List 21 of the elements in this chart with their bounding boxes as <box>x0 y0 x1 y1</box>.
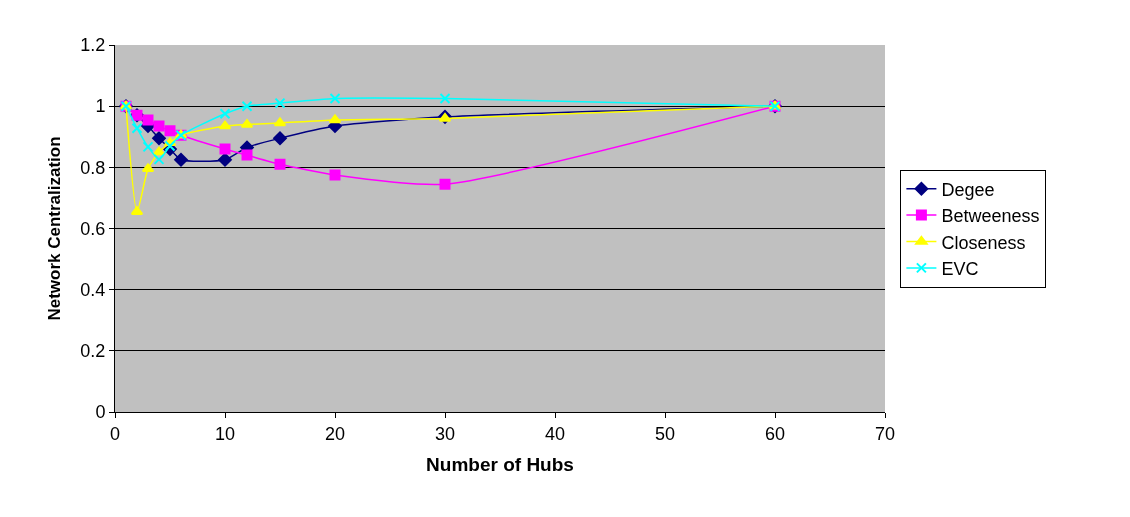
x-tick-label: 0 <box>109 423 121 444</box>
legend-label: EVC <box>941 258 979 279</box>
legend-label: Betweeness <box>941 206 1040 227</box>
x-tick-label: 20 <box>324 423 346 444</box>
legend-label: Closeness <box>941 232 1026 253</box>
y-tick-label: 1.2 <box>80 35 106 56</box>
y-tick-label: 0.4 <box>80 279 106 300</box>
y-tick-label: 0 <box>95 402 106 423</box>
x-tick-label: 10 <box>214 423 236 444</box>
x-tick-label: 60 <box>764 423 786 444</box>
x-tick-label: 70 <box>874 423 896 444</box>
x-tick-label: 50 <box>654 423 676 444</box>
legend-label: Degee <box>941 179 995 200</box>
x-tick-label: 30 <box>434 423 456 444</box>
y-tick-label: 0.6 <box>80 218 106 239</box>
x-axis-title: Number of Hubs <box>426 454 574 476</box>
x-tick-label: 40 <box>544 423 566 444</box>
y-tick-label: 0.2 <box>80 341 106 362</box>
y-tick-label: 0.8 <box>80 157 106 178</box>
y-axis-title: Network Centralization <box>44 136 64 321</box>
y-tick-label: 1 <box>95 96 106 117</box>
